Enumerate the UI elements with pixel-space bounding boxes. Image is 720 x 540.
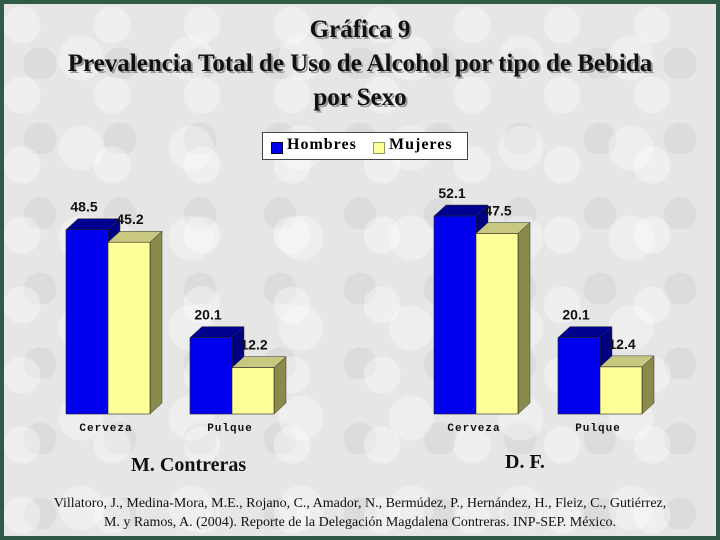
data-label-mcontreras-pulque-hombres: 20.1 [194,307,221,323]
source-citation: Villatoro, J., Medina-Mora, M.E., Rojano… [0,494,720,532]
bar-mcontreras-pulque-mujeres [231,367,275,415]
data-label-df-pulque-mujeres: 12.4 [608,336,635,352]
chart-title-line-1: Gráfica 9 [309,16,411,43]
group-label-m-contreras: M. Contreras [131,454,247,476]
bar-mcontreras-cerveza-mujeres-side [149,230,163,415]
data-label-mcontreras-cerveza-hombres: 48.5 [70,199,97,215]
legend-swatch-mujeres [373,142,385,154]
source-line-1: Villatoro, J., Medina-Mora, M.E., Rojano… [53,496,667,511]
bar-mcontreras-cerveza-mujeres [107,241,151,415]
legend-label-hombres: Hombres [287,136,357,153]
legend-swatch-hombres [271,142,283,154]
category-label-df-pulque: Pulque [575,423,621,435]
category-label-df-cerveza: Cerveza [447,423,500,435]
bar-df-pulque-mujeres [599,366,643,415]
source-line-2: M. y Ramos, A. (2004). Reporte de la Del… [103,515,617,530]
data-label-df-pulque-hombres: 20.1 [562,307,589,323]
bar-df-cerveza-mujeres-side [517,221,531,415]
data-label-mcontreras-cerveza-mujeres: 45.2 [116,211,143,227]
data-label-df-cerveza-mujeres: 47.5 [484,203,511,219]
legend: Hombres Mujeres [262,132,468,160]
group-label-df: D. F. [505,451,545,473]
category-label-mcontreras-cerveza: Cerveza [79,423,132,435]
legend-label-mujeres: Mujeres [389,136,453,153]
data-label-df-cerveza-hombres: 52.1 [438,185,465,201]
bar-mcontreras-cerveza-hombres [65,229,109,415]
category-label-mcontreras-pulque: Pulque [207,423,253,435]
data-label-mcontreras-pulque-mujeres: 12.2 [240,337,267,353]
chart-title-line-3: por Sexo [313,84,407,111]
bar-mcontreras-pulque-hombres [189,337,233,415]
bar-df-cerveza-hombres [433,215,477,415]
chart-title-line-2: Prevalencia Total de Uso de Alcohol por … [67,50,653,77]
bar-df-cerveza-mujeres [475,233,519,415]
bar-df-pulque-hombres [557,337,601,415]
